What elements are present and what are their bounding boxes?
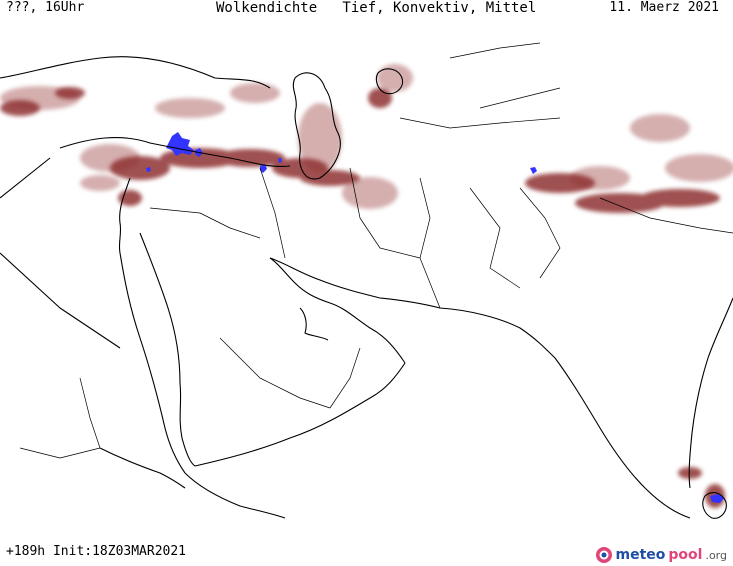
map-title: Wolkendichte Tief, Konvektiv, Mittel (216, 0, 537, 16)
cloud-density-map (0, 42, 733, 519)
cloud-layer-light (0, 64, 733, 209)
logo-text-suffix: .org (705, 548, 727, 562)
meteopool-logo[interactable]: meteo pool .org (595, 546, 727, 564)
meteopool-logo-icon (595, 547, 612, 563)
logo-text-meteo: meteo (615, 547, 666, 563)
model-run-info: +189h Init:18Z03MAR2021 (6, 544, 187, 559)
forecast-date: 11. Maerz 2021 (609, 0, 719, 15)
forecast-time-label: ???, 16Uhr (6, 0, 85, 15)
coastlines-and-borders (0, 42, 733, 519)
logo-text-pool: pool (668, 547, 703, 563)
cloud-layer-convective (146, 132, 724, 503)
